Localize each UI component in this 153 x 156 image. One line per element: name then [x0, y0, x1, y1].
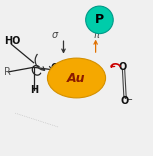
- Text: O: O: [119, 62, 127, 72]
- Text: H: H: [31, 85, 39, 95]
- Text: P: P: [95, 13, 104, 26]
- Text: R: R: [4, 67, 11, 77]
- Text: Au: Au: [67, 71, 86, 85]
- Text: O: O: [121, 96, 129, 106]
- Ellipse shape: [47, 58, 106, 98]
- Text: O: O: [50, 63, 59, 73]
- Text: HO: HO: [4, 36, 20, 46]
- Text: σ: σ: [52, 30, 58, 40]
- Circle shape: [86, 6, 113, 34]
- Text: −: −: [127, 98, 132, 103]
- Text: π: π: [93, 30, 99, 40]
